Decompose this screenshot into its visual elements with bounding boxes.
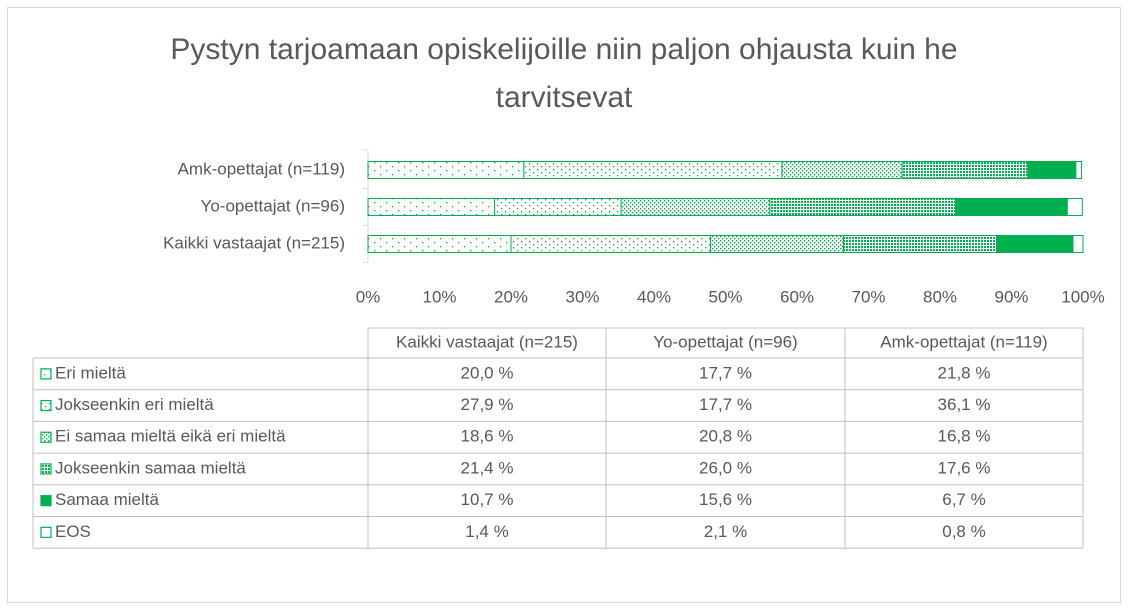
legend-key xyxy=(40,526,52,538)
bar-segment xyxy=(367,198,496,216)
bar-segment xyxy=(1075,161,1083,179)
legend-key xyxy=(40,495,52,507)
x-tick-label: 20% xyxy=(494,287,528,306)
legend-label: Ei samaa mieltä eikä eri mieltä xyxy=(55,427,286,446)
table-value: 2,1 % xyxy=(704,522,747,541)
table-value: 17,6 % xyxy=(938,458,991,477)
table-value: 16,8 % xyxy=(938,427,991,446)
legend-key xyxy=(40,368,52,380)
chart-title: Pystyn tarjoamaan opiskelijoille niin pa… xyxy=(170,33,958,114)
legend-key xyxy=(40,463,52,475)
table-header: Amk-opettajat (n=119) xyxy=(880,332,1047,351)
x-tick-label: 40% xyxy=(637,287,671,306)
x-tick-label: 50% xyxy=(708,287,742,306)
x-tick-label: 60% xyxy=(780,287,814,306)
x-tick-label: 90% xyxy=(994,287,1028,306)
bar-segment xyxy=(620,198,771,216)
legend-key xyxy=(40,399,52,412)
table-value: 27,9 % xyxy=(461,395,514,414)
x-tick-label: 100% xyxy=(1061,287,1104,306)
table-value: 1,4 % xyxy=(465,522,508,541)
bar-segment xyxy=(769,198,957,216)
table-value: 10,7 % xyxy=(461,490,514,509)
chart-border xyxy=(7,7,1121,603)
bar-segment xyxy=(709,235,844,253)
legend-label: Jokseenkin samaa mieltä xyxy=(55,458,246,477)
bar-segment xyxy=(842,235,997,253)
bar-segment xyxy=(523,161,783,179)
table-value: 17,7 % xyxy=(699,363,752,382)
x-tick-label: 80% xyxy=(923,287,957,306)
table-value: 20,0 % xyxy=(461,363,514,382)
bar-segment xyxy=(367,161,525,179)
y-tick-label: Yo-opettajat (n=96) xyxy=(201,196,345,215)
bar-segment xyxy=(494,198,622,216)
table-value: 18,6 % xyxy=(461,427,514,446)
table-value: 36,1 % xyxy=(938,395,991,414)
table-value: 21,4 % xyxy=(461,458,514,477)
table-value: 15,6 % xyxy=(699,490,752,509)
x-tick-label: 70% xyxy=(851,287,885,306)
bar-segment xyxy=(1072,235,1084,253)
legend-label: EOS xyxy=(55,522,91,541)
y-tick-label: Kaikki vastaajat (n=215) xyxy=(163,233,345,252)
legend-label: Jokseenkin eri mieltä xyxy=(55,395,214,414)
x-tick-label: 30% xyxy=(565,287,599,306)
bar-segment xyxy=(901,161,1029,179)
table-header: Yo-opettajat (n=96) xyxy=(653,332,797,351)
legend-label: Samaa mieltä xyxy=(55,490,159,509)
table-value: 20,8 % xyxy=(699,427,752,446)
y-tick-label: Amk-opettajat (n=119) xyxy=(178,159,345,178)
legend-label: Eri mieltä xyxy=(55,363,126,382)
bar-segment xyxy=(1066,198,1083,216)
table-value: 17,7 % xyxy=(699,395,752,414)
bar-segment xyxy=(955,198,1068,216)
table-value: 21,8 % xyxy=(938,363,991,382)
bar-segment xyxy=(510,235,711,253)
table-value: 6,7 % xyxy=(942,490,985,509)
bar-segment xyxy=(995,235,1074,253)
x-tick-label: 0% xyxy=(356,287,381,306)
legend-key xyxy=(40,431,52,443)
bar-segment xyxy=(367,235,512,253)
table-value: 0,8 % xyxy=(942,522,985,541)
bar-segment xyxy=(1027,161,1077,179)
table-header: Kaikki vastaajat (n=215) xyxy=(396,332,578,351)
x-tick-label: 10% xyxy=(422,287,456,306)
bar-segment xyxy=(781,161,903,179)
table-value: 26,0 % xyxy=(699,458,752,477)
